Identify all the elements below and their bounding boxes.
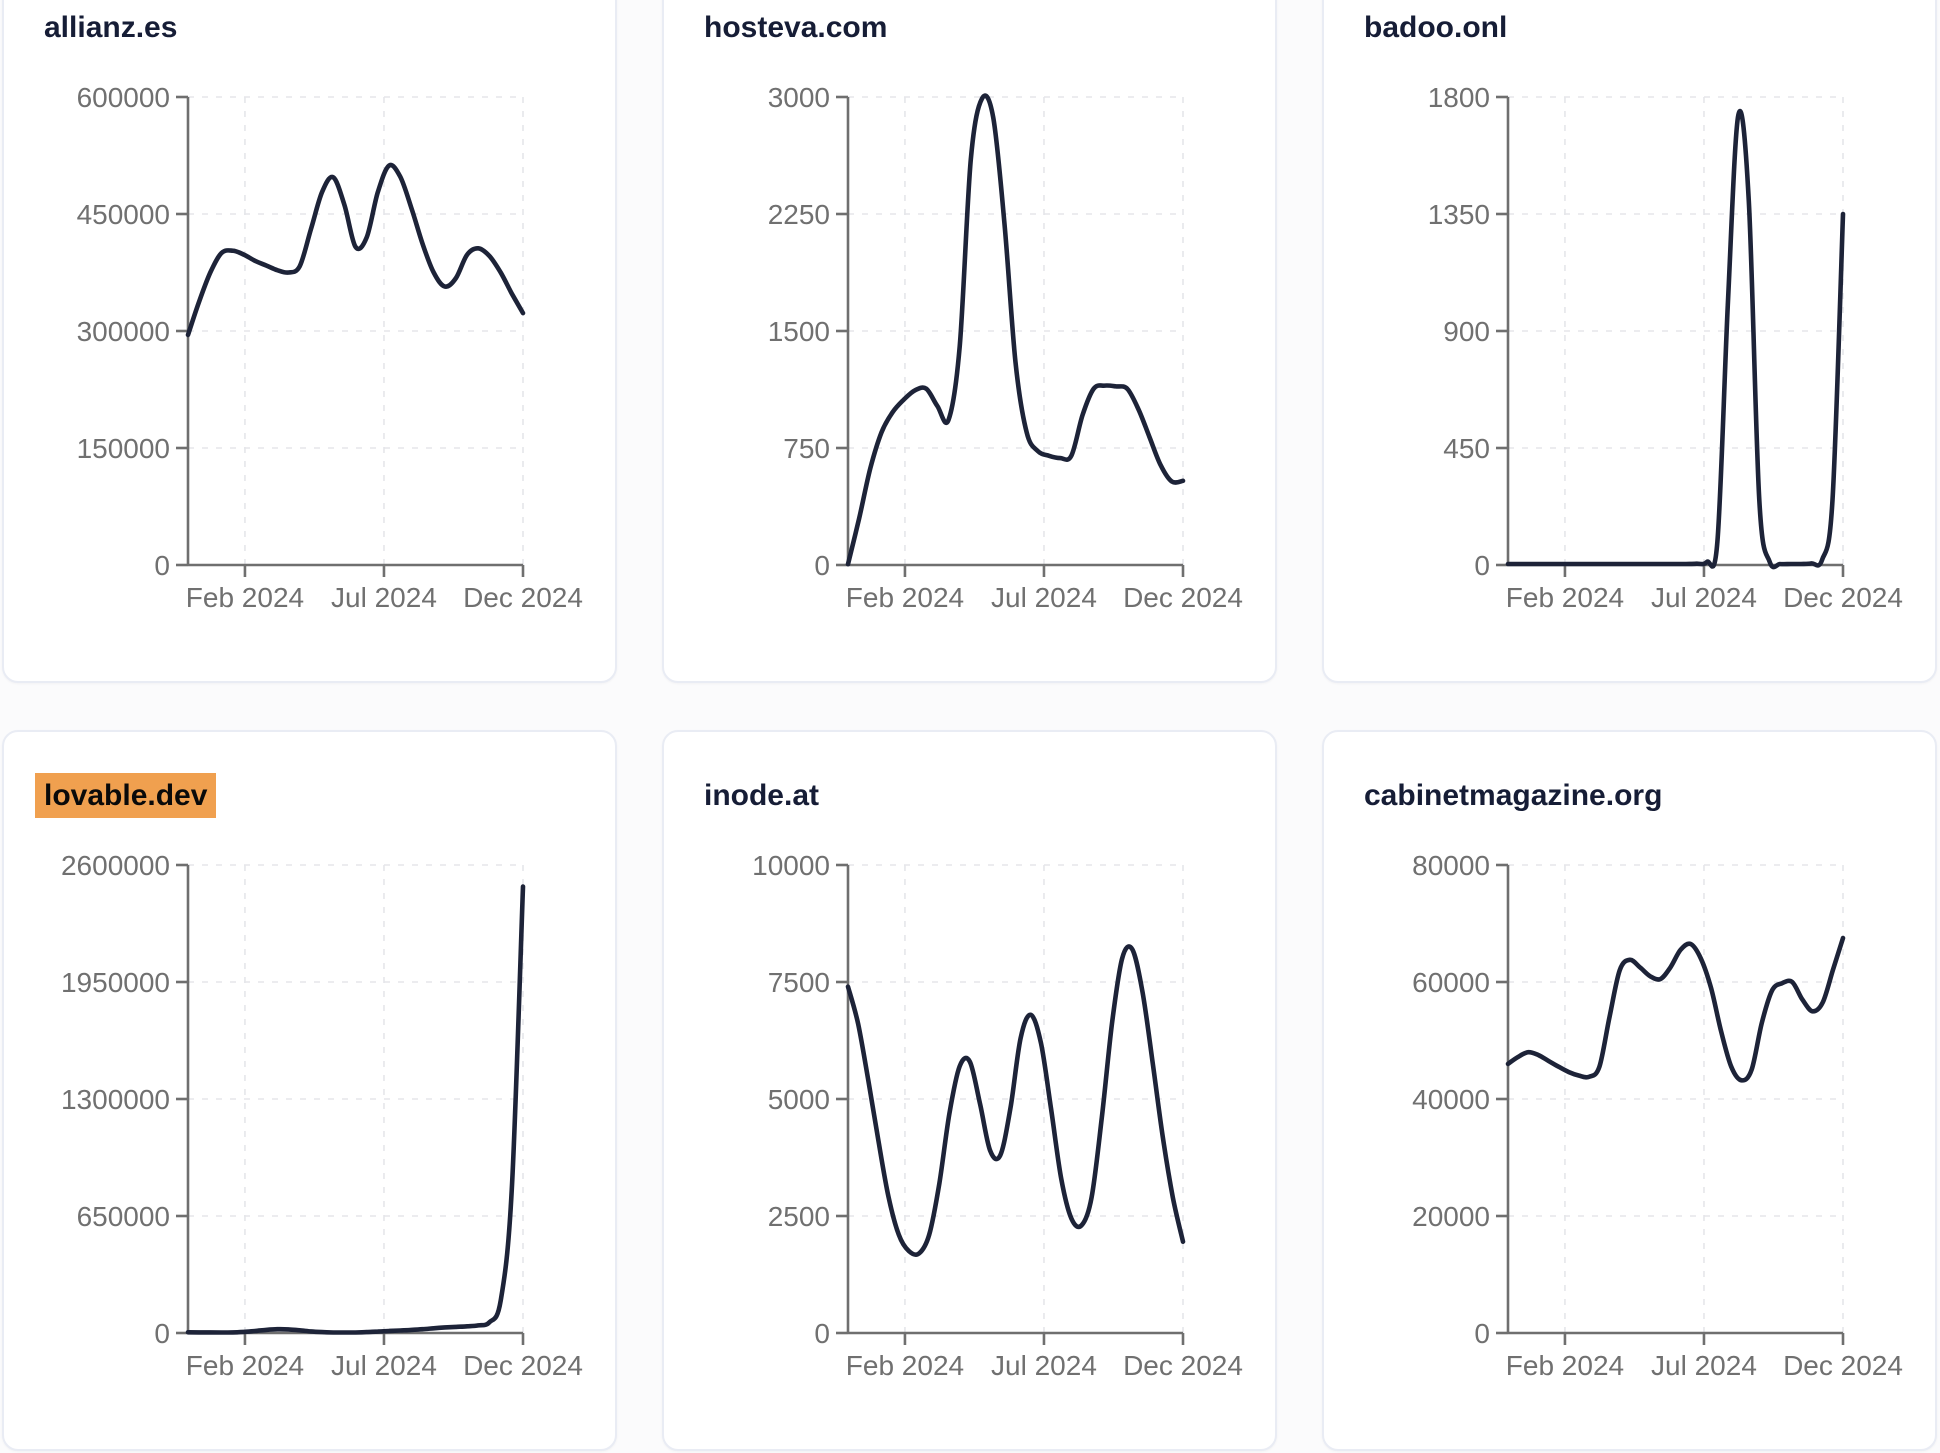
y-tick-label: 20000 [1412,1201,1490,1232]
y-tick-label: 3000 [768,82,830,113]
y-tick-label: 0 [1474,1318,1490,1349]
y-tick-label: 0 [1474,550,1490,581]
y-tick-label: 1350 [1428,199,1490,230]
x-tick-label: Feb 2024 [846,1350,964,1381]
domain-title: lovable.dev [35,773,217,818]
y-tick-label: 0 [814,550,830,581]
y-tick-label: 1500 [768,316,830,347]
domain-title: hosteva.com [704,11,887,45]
y-tick-label: 150000 [77,433,170,464]
x-tick-label: Dec 2024 [463,1350,583,1381]
domain-card[interactable]: hosteva.com 0 750 1500 2250 3000 Feb 2024 Jul … [662,0,1277,683]
x-tick-label: Jul 2024 [331,1350,437,1381]
traffic-line [845,93,1186,567]
x-tick-label: Jul 2024 [1651,1350,1757,1381]
y-tick-label: 600000 [77,82,170,113]
x-tick-label: Dec 2024 [1783,1350,1903,1381]
y-tick-label: 0 [154,1318,170,1349]
y-tick-label: 1950000 [61,967,170,998]
domain-title-text: inode.at [704,779,820,812]
x-tick-label: Dec 2024 [1123,1350,1243,1381]
y-tick-label: 650000 [77,1201,170,1232]
y-tick-label: 7500 [768,967,830,998]
y-tick-label: 5000 [768,1084,830,1115]
domain-title: allianz.es [44,11,177,45]
x-tick-label: Feb 2024 [1506,1350,1624,1381]
y-tick-label: 60000 [1412,967,1490,998]
y-tick-label: 900 [1443,316,1490,347]
x-tick-label: Feb 2024 [846,582,964,613]
domain-title-text: badoo.onl [1364,11,1508,44]
x-tick-label: Dec 2024 [1123,582,1243,613]
traffic-line-chart: 0 450 900 1350 1800 Feb 2024 Jul 2024 Dec 2024 [1428,82,1903,613]
domain-card[interactable]: inode.at 0 2500 5000 7500 10000 Feb 2024 Jul 2… [662,730,1277,1451]
traffic-line [185,884,526,1335]
traffic-line [185,162,526,338]
x-tick-label: Jul 2024 [991,1350,1097,1381]
y-tick-label: 450 [1443,433,1490,464]
traffic-line [845,944,1186,1258]
domain-card[interactable]: badoo.onl 0 450 900 1350 1800 Feb 2024 Jul 202… [1322,0,1937,683]
y-tick-label: 450000 [77,199,170,230]
traffic-line-chart: 0 20000 40000 60000 80000 Feb 2024 Jul 2024 Dec… [1412,850,1903,1381]
y-tick-label: 2600000 [61,850,170,881]
x-tick-label: Feb 2024 [186,1350,304,1381]
traffic-line-chart: 0 750 1500 2250 3000 Feb 2024 Jul 2024 Dec 2024 [768,82,1243,613]
domain-title-text: cabinetmagazine.org [1364,779,1663,812]
traffic-line-chart: 0 2500 5000 7500 10000 Feb 2024 Jul 2024 Dec 20… [752,850,1243,1381]
domain-title-text: lovable.dev [35,773,217,818]
x-tick-label: Jul 2024 [991,582,1097,613]
traffic-line-chart: 0 150000 300000 450000 600000 Feb 2024 Jul 202… [77,82,583,613]
domain-card[interactable]: cabinetmagazine.org 0 20000 40000 60000 8000… [1322,730,1937,1451]
y-tick-label: 1800 [1428,82,1490,113]
y-tick-label: 300000 [77,316,170,347]
x-tick-label: Jul 2024 [331,582,437,613]
y-tick-label: 10000 [752,850,830,881]
domain-title-text: hosteva.com [704,11,888,44]
x-tick-label: Dec 2024 [463,582,583,613]
y-tick-label: 0 [814,1318,830,1349]
domain-card-highlighted[interactable]: lovable.dev 0 650000 1300000 1950000 2600000… [2,730,617,1451]
traffic-line [1505,935,1846,1083]
x-tick-label: Jul 2024 [1651,582,1757,613]
y-tick-label: 0 [154,550,170,581]
y-tick-label: 1300000 [61,1084,170,1115]
domain-title: badoo.onl [1364,11,1507,45]
x-tick-label: Feb 2024 [186,582,304,613]
y-tick-label: 750 [783,433,830,464]
domain-card[interactable]: allianz.es 0 150000 300000 450000 600000 Feb … [2,0,617,683]
domain-title-text: allianz.es [44,11,178,44]
x-tick-label: Dec 2024 [1783,582,1903,613]
x-tick-label: Feb 2024 [1506,582,1624,613]
domain-title: cabinetmagazine.org [1364,779,1662,813]
domain-title: inode.at [704,779,819,813]
y-tick-label: 80000 [1412,850,1490,881]
y-tick-label: 2500 [768,1201,830,1232]
y-tick-label: 2250 [768,199,830,230]
traffic-line [1505,108,1846,570]
y-tick-label: 40000 [1412,1084,1490,1115]
traffic-line-chart: 0 650000 1300000 1950000 2600000 Feb 2024 Jul … [61,850,583,1381]
